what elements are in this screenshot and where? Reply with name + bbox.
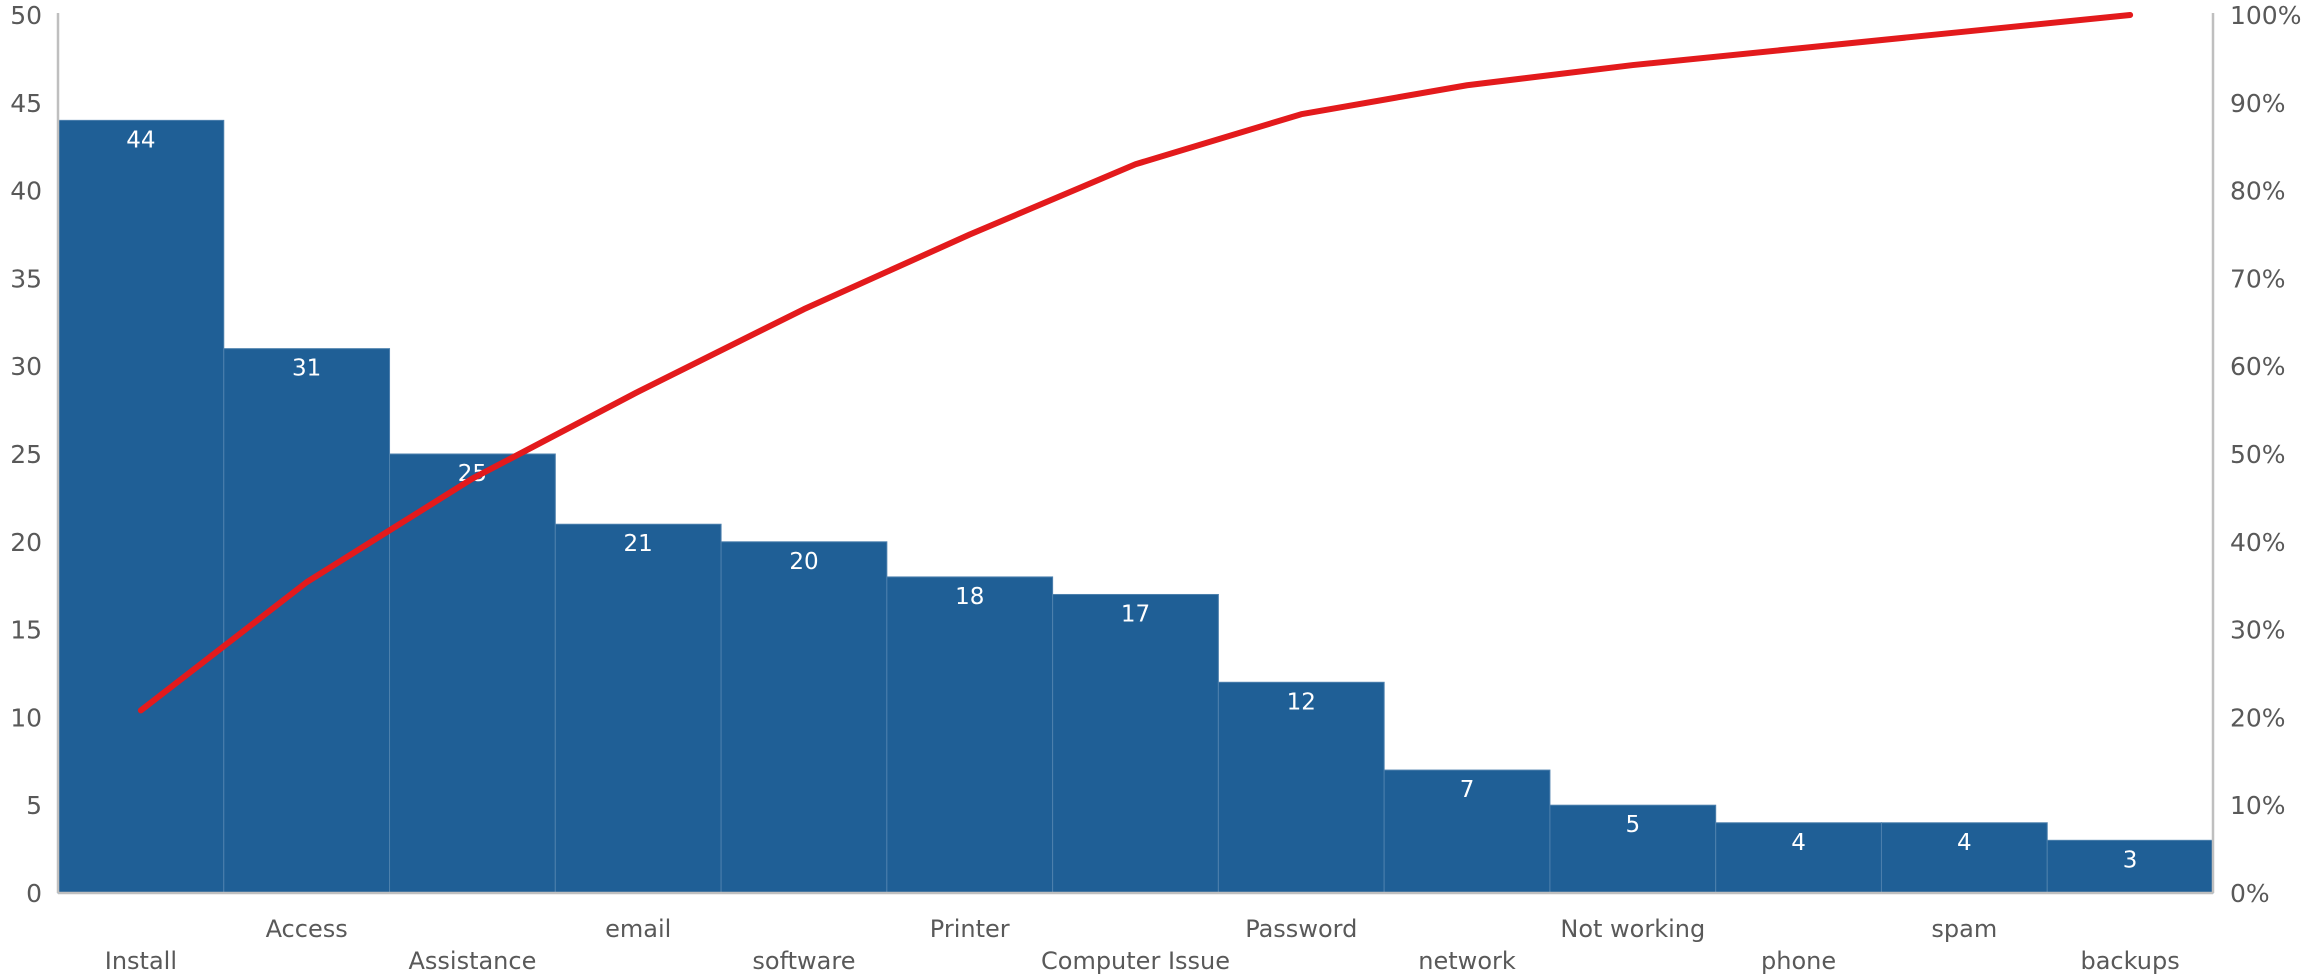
- category-label-5: Printer: [930, 915, 1010, 943]
- y2-tick-label-3: 30%: [2230, 616, 2286, 645]
- y2-tick-label-7: 70%: [2230, 264, 2286, 293]
- data-label-0: 44: [126, 127, 155, 153]
- bar-2: [389, 453, 556, 894]
- bar-4: [720, 541, 888, 894]
- data-label-4: 20: [789, 549, 818, 575]
- y2-tick-label-2: 20%: [2230, 703, 2286, 732]
- cumulative-line: [137, 12, 2134, 714]
- y-tick-label-0: 0: [26, 879, 42, 908]
- y-tick-label-10: 50: [10, 1, 42, 30]
- category-label-11: spam: [1931, 915, 1997, 943]
- category-label-10: phone: [1761, 947, 1836, 975]
- category-label-8: network: [1418, 947, 1516, 975]
- category-label-12: backups: [2080, 947, 2179, 975]
- category-label-7: Password: [1245, 915, 1357, 943]
- bar-11: [1880, 822, 2048, 894]
- y-tick-label-6: 30: [10, 352, 42, 381]
- category-label-6: Computer Issue: [1041, 947, 1230, 975]
- y-tick-label-8: 40: [10, 177, 42, 206]
- y-tick-label-1: 5: [26, 791, 42, 820]
- bar-10: [1715, 822, 1882, 894]
- y-tick-label-5: 25: [10, 440, 42, 469]
- y2-tick-label-0: 0%: [2230, 879, 2270, 908]
- y2-tick-label-1: 10%: [2230, 791, 2286, 820]
- category-label-2: Assistance: [408, 947, 536, 975]
- y-tick-label-9: 45: [10, 89, 42, 118]
- y-tick-label-4: 20: [10, 528, 42, 557]
- data-label-12: 3: [2123, 847, 2138, 873]
- y-tick-label-3: 15: [10, 616, 42, 645]
- y2-tick-label-5: 50%: [2230, 440, 2286, 469]
- bar-3: [554, 523, 722, 894]
- y2-tick-label-6: 60%: [2230, 352, 2286, 381]
- category-label-0: Install: [105, 947, 177, 975]
- data-label-10: 4: [1791, 830, 1806, 856]
- data-label-9: 5: [1625, 812, 1640, 838]
- y-tick-label-2: 10: [10, 703, 42, 732]
- y2-tick-label-10: 100%: [2230, 1, 2301, 30]
- category-label-3: email: [605, 915, 671, 943]
- data-label-3: 21: [624, 531, 653, 557]
- data-label-7: 12: [1287, 689, 1316, 715]
- bar-9: [1549, 804, 1717, 894]
- bar-6: [1052, 593, 1219, 894]
- data-label-8: 7: [1460, 777, 1475, 803]
- bar-5: [886, 576, 1054, 894]
- data-label-6: 17: [1121, 601, 1150, 627]
- data-label-11: 4: [1957, 830, 1972, 856]
- y2-tick-label-8: 80%: [2230, 177, 2286, 206]
- bar-1: [223, 348, 391, 894]
- bar-0: [57, 119, 225, 894]
- data-label-1: 31: [292, 356, 321, 382]
- bar-12: [2046, 839, 2214, 894]
- bar-8: [1383, 769, 1551, 894]
- category-label-4: software: [752, 947, 855, 975]
- bar-7: [1217, 681, 1385, 894]
- data-label-5: 18: [955, 584, 984, 610]
- y2-tick-label-9: 90%: [2230, 89, 2286, 118]
- y2-tick-label-4: 40%: [2230, 528, 2286, 557]
- y-tick-label-7: 35: [10, 264, 42, 293]
- category-label-1: Access: [266, 915, 348, 943]
- category-label-9: Not working: [1560, 915, 1705, 943]
